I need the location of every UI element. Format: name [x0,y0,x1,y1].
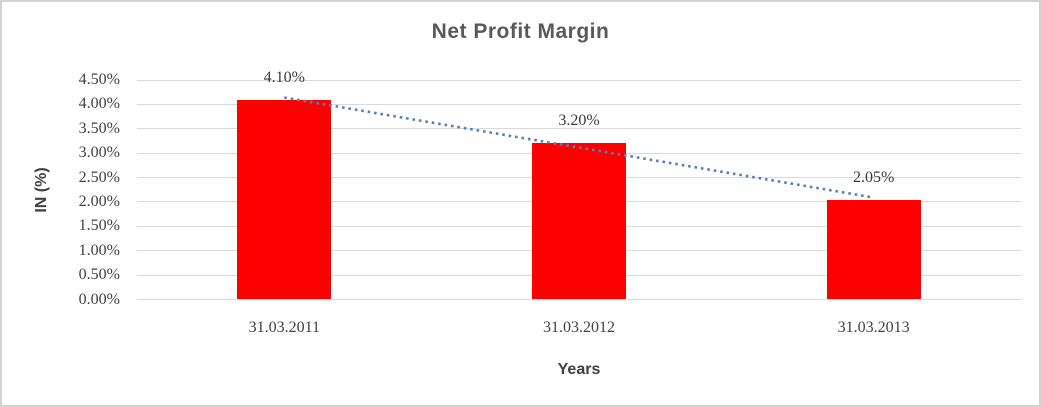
y-tick-label: 3.00% [78,144,120,162]
y-tick-label: 0.50% [78,266,120,284]
chart-title: Net Profit Margin [431,20,610,43]
y-tick-label: 2.00% [78,192,120,210]
y-tick-label: 2.50% [78,168,120,186]
bar-31.03.2012 [532,143,626,300]
y-tick-label: 1.50% [78,217,120,235]
x-tick-label: 31.03.2011 [248,319,321,336]
x-tick-label: 31.03.2012 [543,319,615,336]
y-tick-label: 1.00% [78,241,120,259]
x-tick-label: 31.03.2013 [837,319,910,336]
data-label: 2.05% [852,168,895,186]
bar-31.03.2011 [237,99,332,300]
y-axis-title: IN (%) [33,167,50,213]
data-label: 3.20% [558,112,600,130]
y-tick-label: 4.00% [78,95,120,113]
gridline [137,79,1021,81]
y-tick-label: 4.50% [78,71,120,88]
x-axis-title: Years [557,361,601,378]
y-tick-label: 0.00% [78,290,120,308]
data-label: 4.10% [263,68,305,86]
bar-31.03.2013 [826,199,921,300]
gridline [137,299,1021,300]
y-tick-label: 3.50% [78,119,120,137]
